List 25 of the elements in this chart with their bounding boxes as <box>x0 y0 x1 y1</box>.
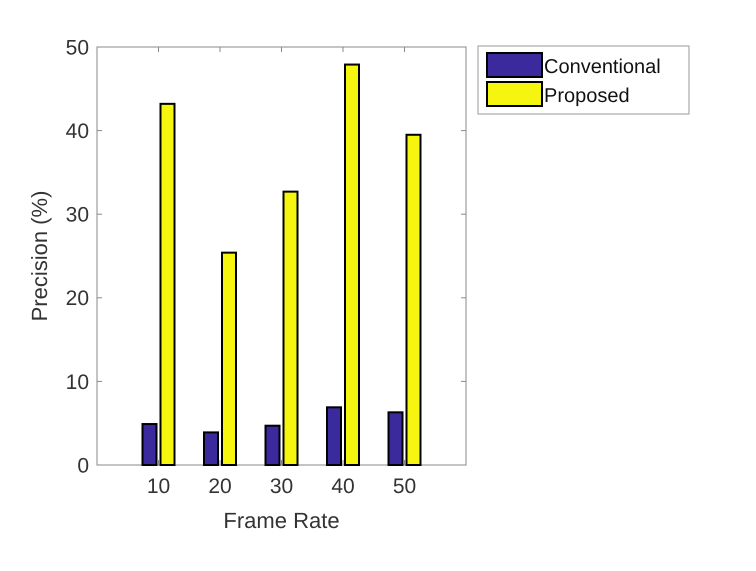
y-tick-label: 20 <box>66 287 89 310</box>
x-tick-label: 40 <box>331 475 355 498</box>
bar <box>264 424 280 466</box>
x-tick-label: 20 <box>208 475 232 498</box>
x-tick-label: 30 <box>270 475 294 498</box>
bar <box>142 423 158 466</box>
bar <box>282 190 298 466</box>
y-tick-label: 0 <box>77 454 89 478</box>
bar <box>344 64 360 466</box>
bar <box>406 134 422 466</box>
bar <box>203 431 219 466</box>
bar <box>160 102 176 466</box>
bar <box>388 411 404 466</box>
legend-label: Proposed <box>544 85 630 107</box>
legend-label: Conventional <box>544 56 661 78</box>
x-axis-title: Frame Rate <box>223 508 340 533</box>
x-tick-label: 10 <box>146 475 170 498</box>
y-tick-label: 50 <box>66 36 89 60</box>
bar <box>221 252 237 466</box>
y-tick-label: 30 <box>66 204 89 227</box>
x-tick-label: 50 <box>392 475 416 498</box>
bar <box>326 406 342 466</box>
y-tick-label: 40 <box>66 120 89 143</box>
y-tick-label: 10 <box>66 370 89 394</box>
y-axis-title: Precision (%) <box>27 190 52 322</box>
